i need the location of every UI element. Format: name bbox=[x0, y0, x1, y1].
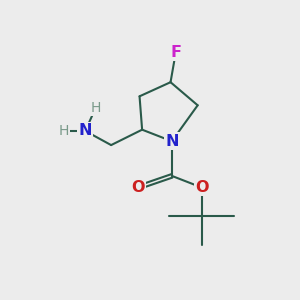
Text: O: O bbox=[131, 180, 145, 195]
Text: N: N bbox=[165, 134, 178, 149]
Text: O: O bbox=[195, 180, 208, 195]
Text: N: N bbox=[79, 124, 92, 139]
Text: F: F bbox=[170, 45, 181, 60]
Text: H: H bbox=[90, 101, 101, 115]
Text: H: H bbox=[58, 124, 68, 138]
